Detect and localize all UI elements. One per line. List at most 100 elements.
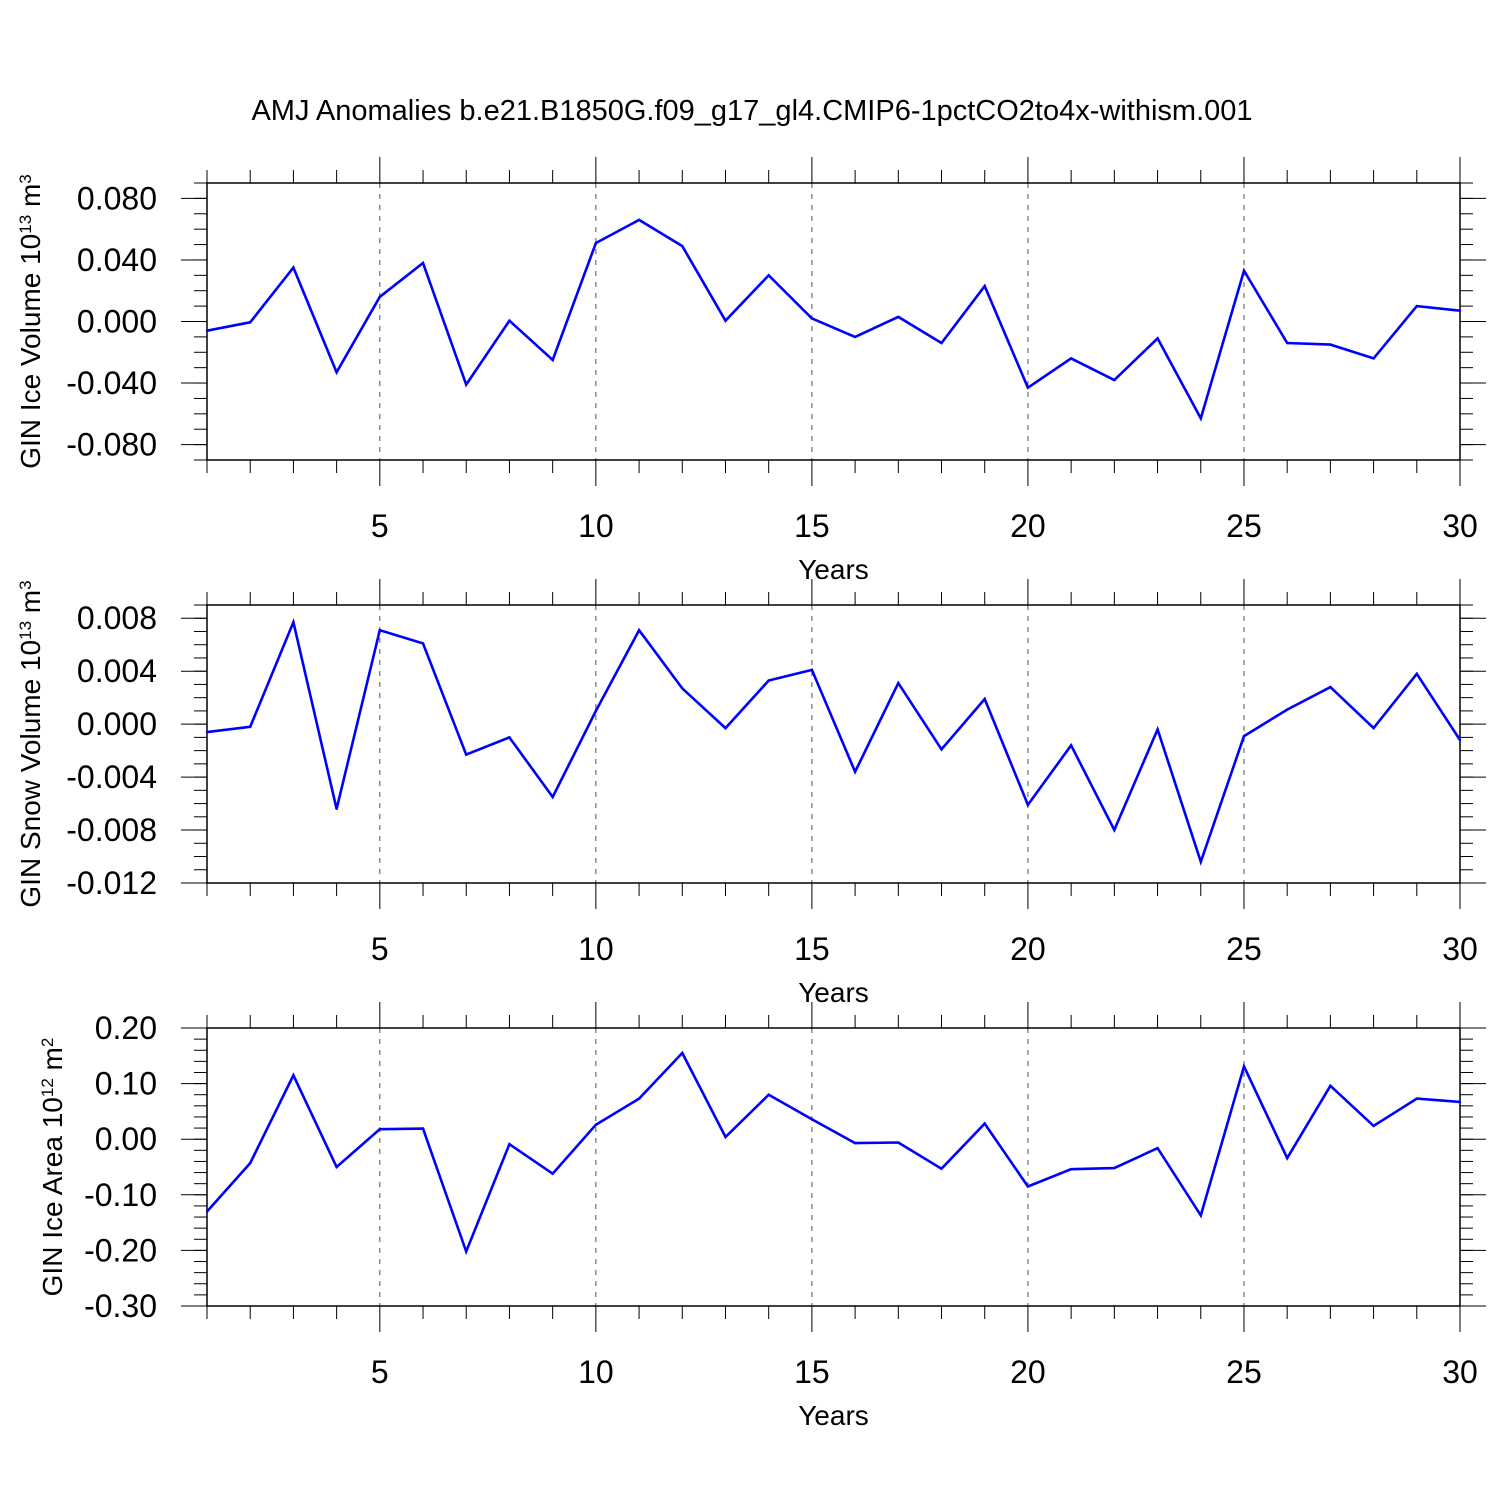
data-point xyxy=(421,642,425,645)
x-tick-label: 5 xyxy=(371,1354,389,1390)
y-tick-label: 0.000 xyxy=(77,706,157,742)
data-point xyxy=(681,1051,684,1055)
data-point xyxy=(1242,1065,1246,1068)
data-point xyxy=(465,383,468,386)
x-tick-label: 20 xyxy=(1010,931,1046,967)
data-point xyxy=(637,1097,641,1100)
data-point xyxy=(508,1143,511,1146)
y-axis-label: GIN Ice Area 1012 m2 xyxy=(37,1038,68,1297)
x-tick-label: 15 xyxy=(794,508,830,544)
data-point xyxy=(421,261,425,265)
data-point xyxy=(1199,417,1202,420)
ylabel-exponent: 13 xyxy=(16,621,35,640)
y-tick-label: -0.004 xyxy=(66,759,157,795)
data-point xyxy=(724,1135,727,1139)
y-tick-label: 0.040 xyxy=(77,242,157,278)
y-axis-label: GIN Snow Volume 1013 m3 xyxy=(15,580,46,907)
series-line xyxy=(206,218,1461,422)
x-tick-label: 25 xyxy=(1226,1354,1262,1390)
ylabel-text: GIN Ice Area xyxy=(37,1136,68,1297)
data-point xyxy=(249,321,252,324)
data-point xyxy=(1069,357,1073,360)
x-tick-label: 5 xyxy=(371,931,389,967)
ylabel-text: GIN Ice Volume xyxy=(15,273,46,469)
data-point xyxy=(983,697,986,701)
data-point xyxy=(1285,708,1289,711)
data-point xyxy=(853,1141,857,1145)
data-point xyxy=(767,1093,770,1096)
data-point xyxy=(724,726,727,730)
y-tick-label: 0.20 xyxy=(95,1010,157,1046)
data-point xyxy=(983,284,986,288)
data-point xyxy=(1156,1146,1159,1150)
series-line xyxy=(206,617,1462,866)
data-point xyxy=(724,319,727,322)
x-tick-label: 10 xyxy=(578,508,614,544)
data-point xyxy=(1113,378,1116,382)
series-line xyxy=(206,1050,1461,1256)
y-tick-label: -0.30 xyxy=(84,1288,157,1324)
data-point xyxy=(897,315,900,319)
x-tick-label: 30 xyxy=(1442,508,1478,544)
data-point xyxy=(1285,341,1289,345)
data-point xyxy=(292,1074,295,1077)
data-point xyxy=(335,371,338,374)
data-point xyxy=(940,748,943,751)
panel-snow-volume: -0.012 -0.008 -0.004 0.000 0.004 0.008 5 10 15 20… xyxy=(15,579,1486,1008)
ylabel-scale: 10 xyxy=(15,234,46,265)
data-point xyxy=(1113,1166,1116,1170)
x-tick-label: 25 xyxy=(1226,931,1262,967)
x-tick-label: 25 xyxy=(1226,508,1262,544)
data-point xyxy=(1026,386,1030,389)
data-point xyxy=(1372,1124,1375,1128)
data-point xyxy=(205,730,209,734)
data-point xyxy=(1415,1097,1418,1100)
x-tick-label: 30 xyxy=(1442,931,1478,967)
y-tick-label: -0.080 xyxy=(66,427,157,463)
data-point xyxy=(1372,357,1375,360)
data-point xyxy=(853,335,857,339)
data-point xyxy=(1242,734,1246,738)
data-point xyxy=(508,319,511,322)
data-point xyxy=(1026,1185,1030,1188)
x-axis-label: Years xyxy=(798,554,869,585)
data-point xyxy=(335,807,338,811)
data-point xyxy=(681,687,684,690)
y-tick-label: 0.004 xyxy=(77,653,157,689)
data-point xyxy=(1329,1084,1332,1088)
plot-frame xyxy=(206,1027,1461,1307)
data-point xyxy=(1329,685,1332,689)
data-point xyxy=(249,1161,252,1165)
data-point xyxy=(1285,1156,1289,1160)
data-point xyxy=(1113,828,1116,832)
ylabel-scale: 10 xyxy=(15,640,46,671)
data-point xyxy=(897,681,900,685)
y-tick-label: 0.008 xyxy=(77,600,157,636)
y-tick-label: -0.012 xyxy=(66,865,157,901)
y-tick-label: -0.10 xyxy=(84,1177,157,1213)
data-point xyxy=(551,358,554,362)
data-point xyxy=(1156,337,1159,340)
data-point xyxy=(940,1167,943,1170)
data-point xyxy=(594,709,598,713)
data-point xyxy=(1069,1168,1073,1171)
ylabel-text: GIN Snow Volume xyxy=(15,679,46,908)
data-point xyxy=(767,274,770,277)
data-point xyxy=(205,329,209,332)
data-point xyxy=(421,1127,425,1130)
data-point xyxy=(810,1117,814,1121)
ylabel-unit-exponent: 2 xyxy=(38,1038,57,1047)
ylabel-unit: m xyxy=(37,1047,68,1070)
data-point xyxy=(594,1123,598,1126)
ylabel-unit-exponent: 3 xyxy=(16,580,35,589)
panel-ice-volume: -0.080 -0.040 0.000 0.040 0.080 5 10 15 20 25 30 Ye… xyxy=(15,157,1486,585)
ylabel-scale: 10 xyxy=(37,1097,68,1128)
ylabel-exponent: 13 xyxy=(16,215,35,234)
data-point xyxy=(465,753,468,756)
y-tick-label: 0.000 xyxy=(77,304,157,340)
data-point xyxy=(378,1127,382,1131)
ylabel-unit-exponent: 3 xyxy=(16,174,35,183)
data-point xyxy=(292,621,295,624)
data-point xyxy=(249,725,252,728)
